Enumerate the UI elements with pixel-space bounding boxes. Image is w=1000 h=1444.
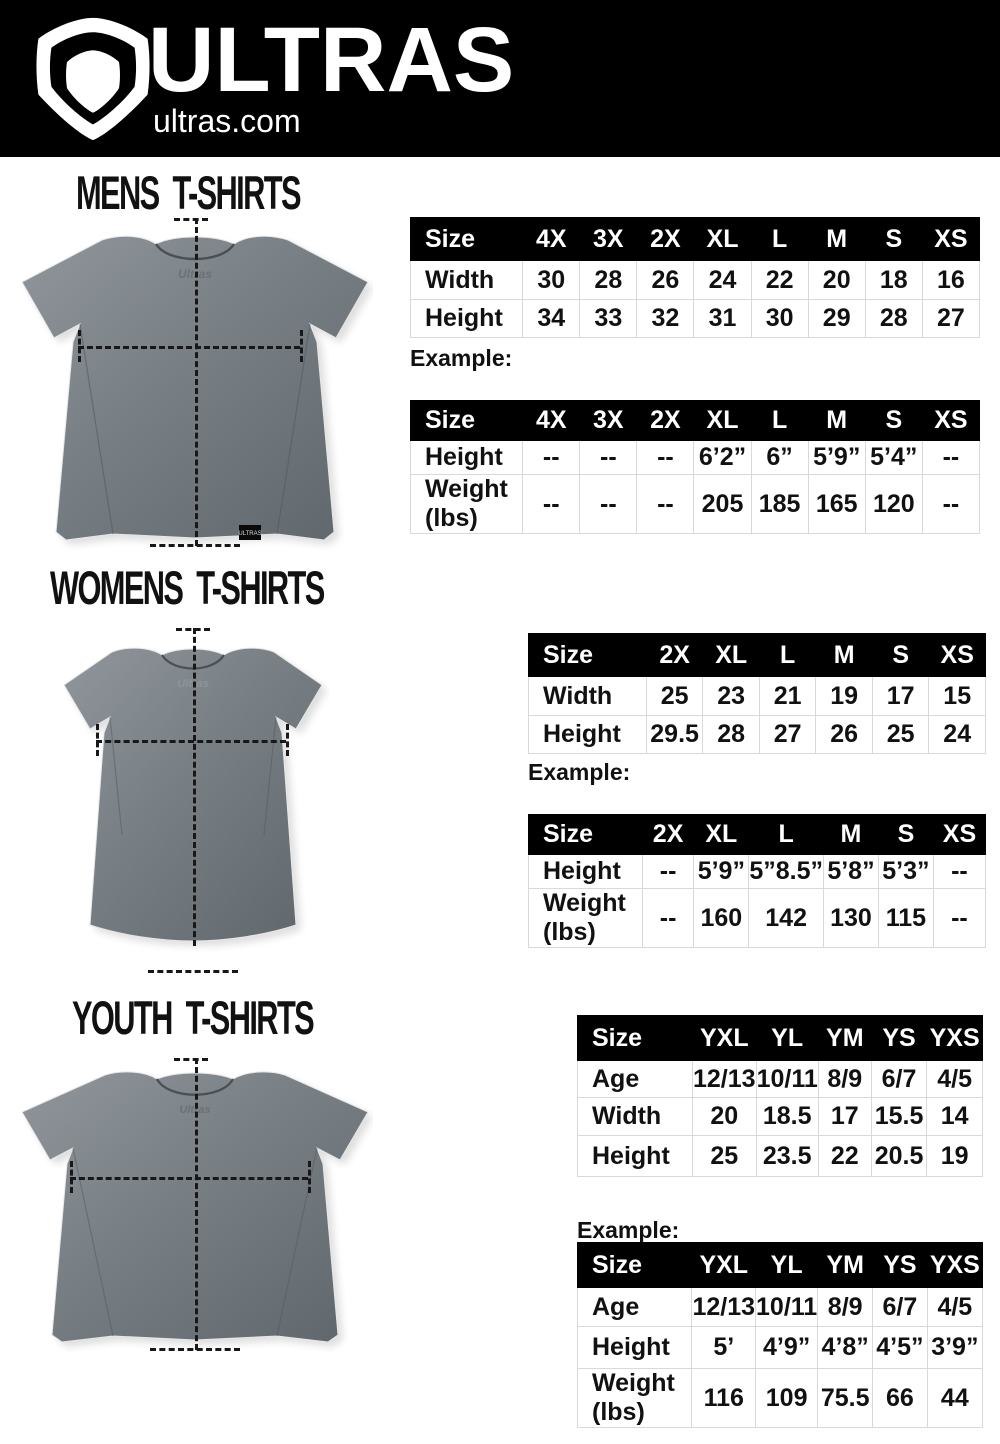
- svg-text:ULTRAS: ULTRAS: [238, 531, 261, 537]
